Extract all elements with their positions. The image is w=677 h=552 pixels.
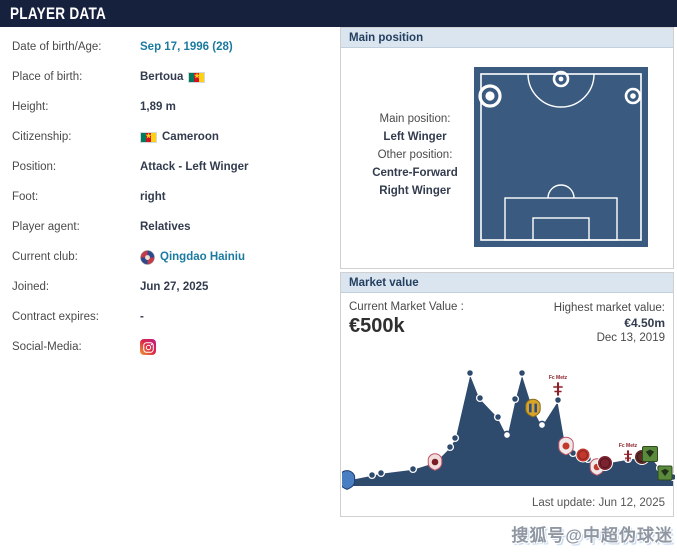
- player-agent-value: Relatives: [140, 221, 191, 233]
- current-market-value: €500k: [349, 315, 405, 337]
- highest-market-value-date: Dec 13, 2019: [596, 332, 665, 344]
- main-position-marker-left-winger: [478, 84, 502, 108]
- club-badge-blue-shield: [342, 470, 356, 490]
- other-position-label: Other position:: [377, 149, 453, 161]
- chart-annotation: Fc Metz: [549, 375, 568, 381]
- date-of-birth-value[interactable]: Sep 17, 1996 (28): [140, 41, 233, 53]
- club-badge-dark-red-cross-2: [623, 449, 633, 463]
- club-badge-green-square-2: [657, 465, 673, 481]
- cameroon-flag-icon: ★: [140, 131, 157, 143]
- highest-market-value-label: Highest market value:: [553, 302, 665, 314]
- foot-label: Foot:: [12, 191, 39, 203]
- club-badge-yellow-shield: [525, 398, 541, 418]
- row-position: Position: Attack - Left Winger: [0, 152, 337, 182]
- data-point: [450, 433, 460, 443]
- section-header-bar: PLAYER DATA: [0, 0, 677, 27]
- place-of-birth-value: Bertoua: [140, 71, 184, 83]
- row-date-of-birth: Date of birth/Age: Sep 17, 1996 (28): [0, 32, 337, 62]
- other-position-value-2: Right Winger: [379, 185, 451, 197]
- market-value-area: [347, 373, 673, 486]
- other-position-marker-centre-forward: [552, 70, 570, 88]
- position-label: Position:: [12, 161, 57, 173]
- pitch-center-circle: [527, 73, 595, 108]
- sohu-watermark: 搜狐号@中超伪球迷: [511, 526, 673, 545]
- row-foot: Foot: right: [0, 182, 337, 212]
- data-point: [367, 470, 377, 480]
- page-title: PLAYER DATA: [10, 3, 107, 23]
- citizenship-value: Cameroon: [162, 131, 219, 143]
- chart-annotation: Fc Metz: [619, 443, 638, 449]
- market-value-box: Market value Current Market Value : €500…: [340, 272, 675, 517]
- data-point: [517, 368, 527, 378]
- club-badge-maroon-circle: [597, 455, 613, 471]
- market-value-box-title: Market value: [341, 273, 673, 293]
- last-update-text: Last update: Jun 12, 2025: [532, 497, 665, 509]
- current-club-link[interactable]: Qingdao Hainiu: [160, 251, 245, 263]
- data-point-open: [537, 420, 547, 430]
- data-point: [553, 395, 563, 405]
- main-position-label: Main position:: [379, 113, 451, 125]
- player-agent-label: Player agent:: [12, 221, 80, 233]
- height-value: 1,89 m: [140, 101, 176, 113]
- citizenship-label: Citizenship:: [12, 131, 72, 143]
- club-badge-red-circle: [575, 447, 591, 463]
- current-market-value-block: Current Market Value : €500k: [349, 301, 464, 338]
- foot-value: right: [140, 191, 166, 203]
- club-badge-red-oval: [427, 453, 443, 471]
- other-position-marker-right-winger: [624, 87, 642, 105]
- row-citizenship: Citizenship: ★ Cameroon: [0, 122, 337, 152]
- row-contract-expires: Contract expires: -: [0, 302, 337, 332]
- joined-label: Joined:: [12, 281, 50, 293]
- data-point: [445, 442, 455, 452]
- current-market-value-label: Current Market Value :: [349, 301, 464, 313]
- main-position-value: Left Winger: [383, 131, 447, 143]
- player-info-table: Date of birth/Age: Sep 17, 1996 (28) Pla…: [0, 32, 337, 362]
- position-value: Attack - Left Winger: [140, 161, 249, 173]
- highest-market-value-block: Highest market value: €4.50m Dec 13, 201…: [554, 301, 665, 346]
- club-badge-green-square: [642, 446, 658, 462]
- cameroon-flag-icon: ★: [188, 71, 206, 83]
- data-point: [376, 468, 386, 478]
- social-media-label: Social-Media:: [12, 341, 82, 353]
- data-point: [493, 412, 503, 422]
- contract-expires-value: -: [140, 311, 144, 323]
- place-of-birth-label: Place of birth:: [12, 71, 83, 83]
- club-badge-dark-red-cross: [552, 381, 564, 397]
- row-current-club: Current club: Qingdao Hainiu: [0, 242, 337, 272]
- other-position-value-1: Centre-Forward: [372, 167, 458, 179]
- row-joined: Joined: Jun 27, 2025: [0, 272, 337, 302]
- current-club-label: Current club:: [12, 251, 78, 263]
- contract-expires-label: Contract expires:: [12, 311, 99, 323]
- pitch-graphic: [474, 67, 648, 250]
- position-text-block: Main position: Left Winger Other positio…: [345, 110, 485, 200]
- row-social-media: Social-Media:: [0, 332, 337, 362]
- highest-market-value: €4.50m: [624, 316, 665, 330]
- data-point: [475, 393, 485, 403]
- club-badge-white-red-shield: [558, 436, 574, 456]
- joined-value: Jun 27, 2025: [140, 281, 209, 293]
- pitch-penalty-arc: [547, 184, 575, 199]
- pitch-goal-area: [532, 217, 590, 241]
- market-value-chart[interactable]: Fc Metz Fc Metz: [342, 346, 675, 494]
- data-point: [465, 368, 475, 378]
- main-position-box: Main position Main position: Left Winger…: [340, 27, 674, 269]
- data-point-open: [502, 430, 512, 440]
- data-point: [408, 464, 418, 474]
- main-position-box-title: Main position: [341, 28, 673, 48]
- instagram-icon[interactable]: [140, 339, 156, 355]
- height-label: Height:: [12, 101, 49, 113]
- qingdao-hainiu-badge-icon: [140, 249, 155, 265]
- row-height: Height: 1,89 m: [0, 92, 337, 122]
- data-point: [510, 394, 520, 404]
- row-player-agent: Player agent: Relatives: [0, 212, 337, 242]
- date-of-birth-label: Date of birth/Age:: [12, 41, 102, 53]
- row-place-of-birth: Place of birth: Bertoua ★: [0, 62, 337, 92]
